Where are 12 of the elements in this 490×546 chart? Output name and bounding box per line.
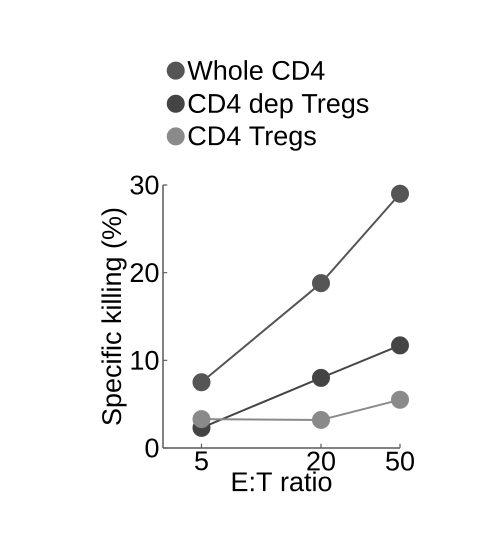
y-tick-label: 30 — [130, 175, 158, 195]
x-axis-title: E:T ratio — [232, 472, 332, 492]
y-tick-label: 10 — [131, 350, 158, 370]
legend-label: CD4 Tregs — [188, 126, 316, 151]
y-tick-label: 0 — [146, 438, 158, 458]
legend-label: CD4 dep Tregs — [188, 93, 368, 118]
y-axis-title: Specific killing (%) — [101, 208, 127, 425]
legend-label: Whole CD4 — [187, 60, 324, 80]
y-tick-label: 20 — [130, 263, 158, 282]
x-tick-label: 50 — [386, 452, 414, 471]
x-tick-label: 20 — [307, 452, 335, 471]
x-tick-label: 5 — [195, 452, 208, 470]
